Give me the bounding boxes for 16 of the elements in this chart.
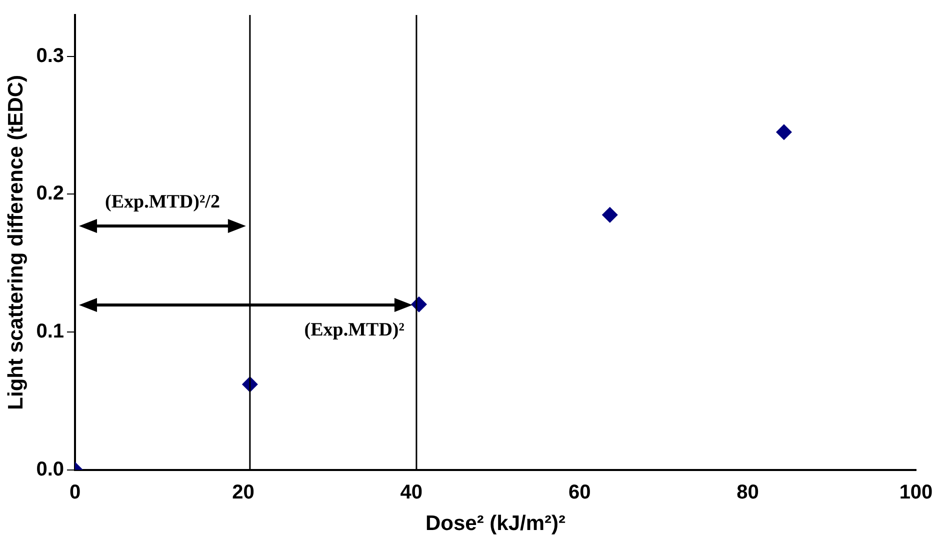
x-tick-label: 20 [232, 481, 254, 504]
x-tick-label: 0 [69, 481, 81, 504]
x-axis-title: Dose² (kJ/m²)² [425, 512, 566, 536]
point [776, 124, 792, 140]
y-tick-label: 0.0 [36, 458, 64, 480]
x-tick-label: 100 [899, 481, 933, 504]
y-tick-label: 0.1 [36, 320, 64, 342]
y-tick-label: 0.3 [36, 44, 64, 67]
x-tick-label: 80 [736, 481, 759, 504]
y-axis-title: Light scattering difference (tEDC) [4, 74, 28, 410]
x-tick-label: 60 [568, 481, 591, 504]
y-tick-label: 0.2 [36, 182, 64, 205]
point [602, 206, 618, 223]
ref-line-label: (Exp.MTD)² [304, 320, 405, 341]
x-tick-label: 40 [400, 481, 423, 504]
ref-line-label: (Exp.MTD)²/2 [104, 191, 220, 212]
